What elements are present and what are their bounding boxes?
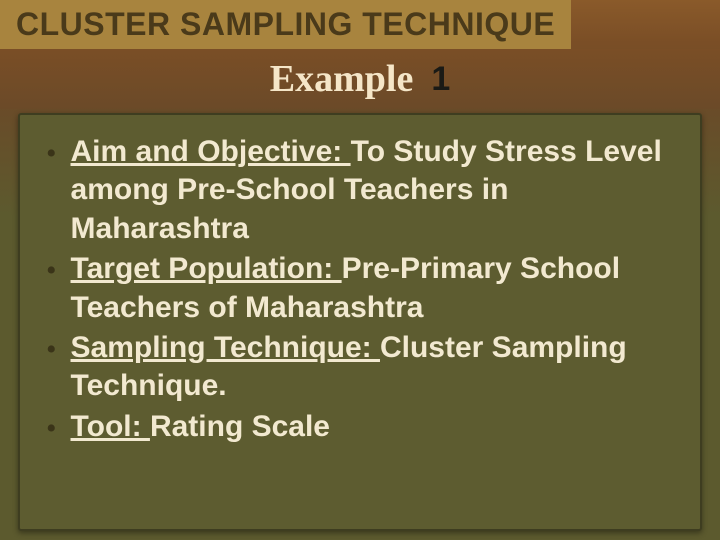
subtitle-number: 1 [431, 60, 450, 99]
list-item: • Sampling Technique: Cluster Sampling T… [46, 329, 674, 406]
slide-title: CLUSTER SAMPLING TECHNIQUE [16, 6, 555, 42]
subtitle-word: Example [270, 57, 414, 101]
bullet-icon: • [46, 252, 57, 290]
list-item: • Target Population: Pre-Primary School … [46, 250, 674, 327]
content-box: • Aim and Objective: To Study Stress Lev… [18, 113, 702, 531]
bullet-text: Target Population: Pre-Primary School Te… [71, 250, 674, 327]
bullet-label: Sampling Technique: [71, 331, 380, 364]
bullet-label: Target Population: [71, 252, 342, 285]
list-item: • Tool: Rating Scale [46, 408, 674, 448]
bullet-text: Tool: Rating Scale [71, 408, 330, 446]
bullet-icon: • [46, 135, 57, 173]
list-item: • Aim and Objective: To Study Stress Lev… [46, 133, 674, 248]
bullet-text: Sampling Technique: Cluster Sampling Tec… [71, 329, 674, 406]
slide: CLUSTER SAMPLING TECHNIQUE Example 1 • A… [0, 0, 720, 540]
title-bar: CLUSTER SAMPLING TECHNIQUE [0, 0, 571, 49]
bullet-label: Tool: [71, 410, 150, 443]
bullet-text: Aim and Objective: To Study Stress Level… [71, 133, 674, 248]
bullet-icon: • [46, 410, 57, 448]
bullet-icon: • [46, 331, 57, 369]
bullet-rest: Rating Scale [150, 410, 330, 443]
bullet-label: Aim and Objective: [71, 135, 351, 168]
subtitle-row: Example 1 [0, 49, 720, 109]
